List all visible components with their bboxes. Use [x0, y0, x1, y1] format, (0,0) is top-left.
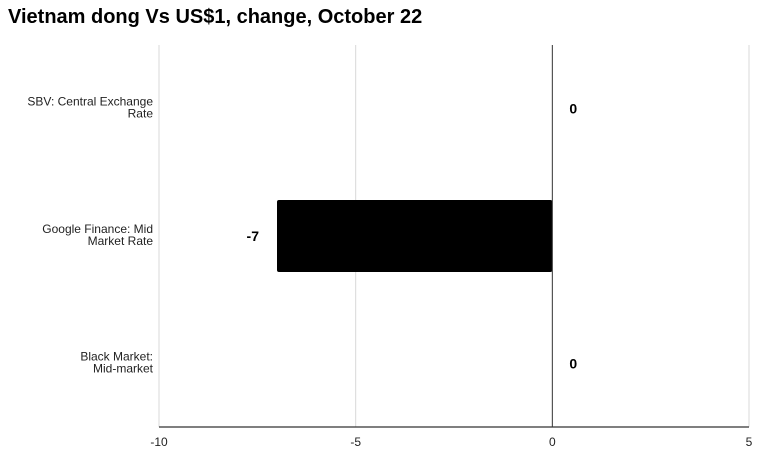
x-tick-label: -10 [150, 435, 168, 449]
chart-title: Vietnam dong Vs US$1, change, October 22 [8, 6, 423, 28]
x-tick-label: 0 [549, 435, 556, 449]
y-category-label: Google Finance: Mid Market Rate [42, 222, 153, 248]
data-label: 0 [569, 355, 577, 371]
x-tick-label: 5 [746, 435, 753, 449]
data-label: 0 [569, 101, 577, 117]
bar [277, 200, 553, 272]
y-category-label: Black Market: Mid-market [80, 349, 153, 375]
y-category-label: SBV: Central Exchange Rate [27, 95, 153, 121]
x-tick-label: -5 [350, 435, 361, 449]
data-label: -7 [247, 228, 260, 244]
